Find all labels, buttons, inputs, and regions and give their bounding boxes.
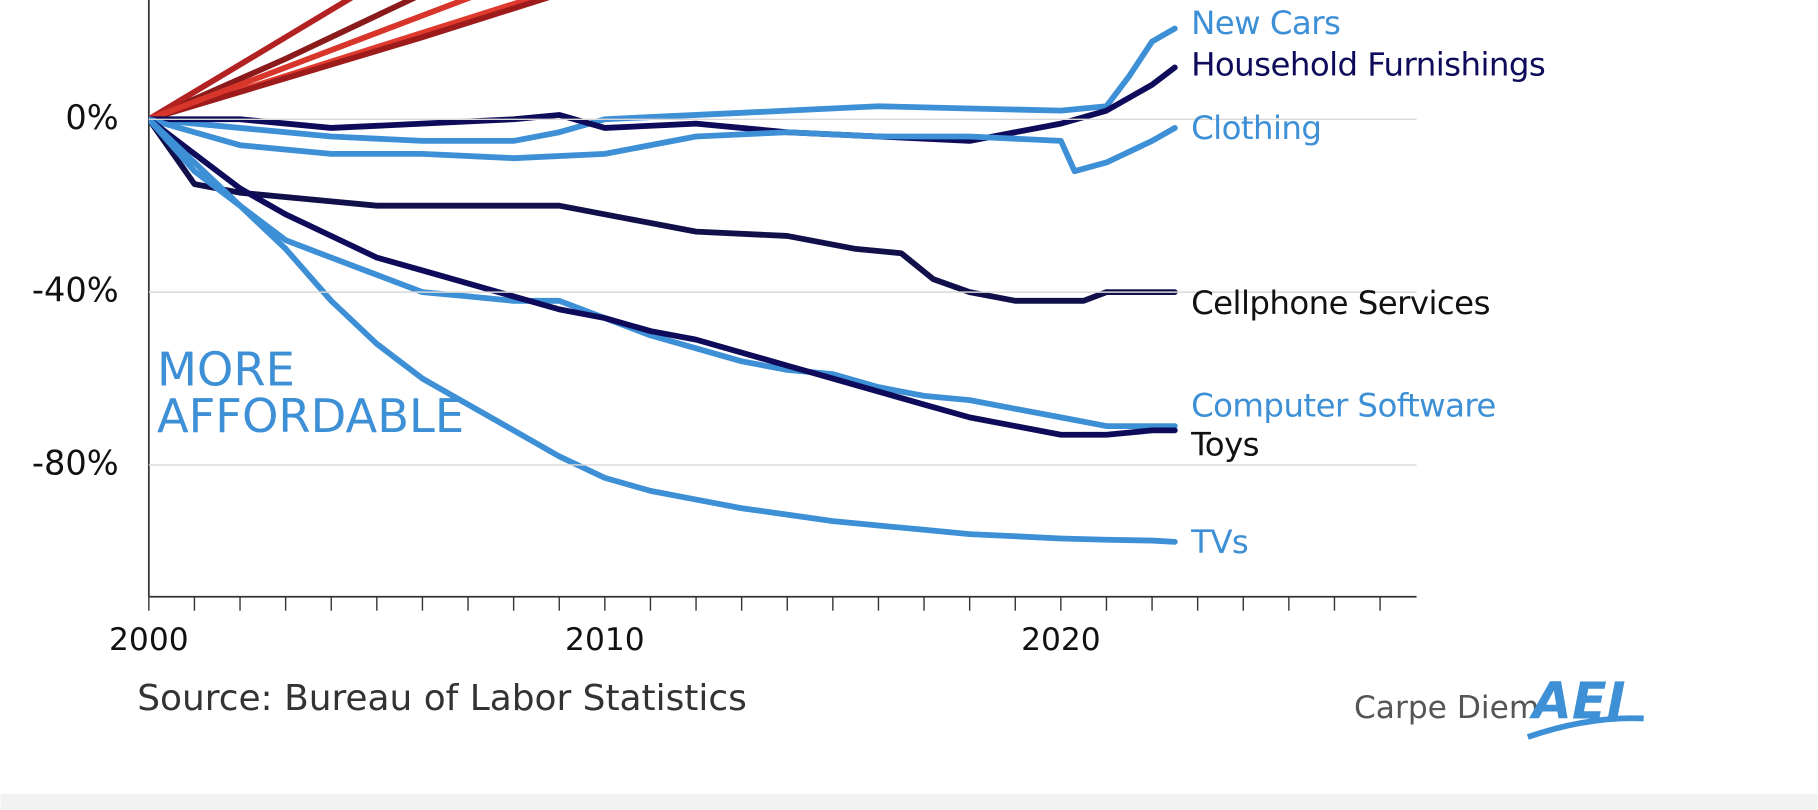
series-line bbox=[148, 116, 1178, 304]
y-tick-label: 0% bbox=[65, 98, 118, 137]
series-line bbox=[148, 0, 417, 123]
x-tick-label: 2000 bbox=[109, 622, 189, 658]
brand: Carpe Diem bbox=[1354, 690, 1539, 726]
series-line bbox=[148, 116, 1178, 429]
annotation: AFFORDABLE bbox=[157, 389, 464, 443]
series-line bbox=[148, 64, 1178, 144]
logo-swoosh bbox=[1526, 715, 1644, 740]
series-line bbox=[148, 0, 550, 123]
series-label: Toys bbox=[1190, 426, 1259, 464]
x-tick-label: 2020 bbox=[1021, 622, 1101, 658]
series-line bbox=[148, 0, 354, 123]
y-tick-label: -40% bbox=[32, 271, 119, 310]
series-line bbox=[148, 116, 1178, 175]
series-line bbox=[148, 116, 1178, 438]
series-label: Computer Software bbox=[1191, 387, 1496, 425]
series-line bbox=[148, 0, 472, 123]
series-label: Clothing bbox=[1191, 109, 1321, 147]
series-label: Household Furnishings bbox=[1191, 45, 1545, 83]
series-line bbox=[148, 25, 1178, 144]
series-label: New Cars bbox=[1191, 4, 1340, 42]
x-tick-label: 2010 bbox=[565, 622, 645, 658]
series-label: Cellphone Services bbox=[1191, 284, 1490, 322]
source: Source: Bureau of Labor Statistics bbox=[137, 678, 747, 719]
annotation: MORE bbox=[157, 343, 295, 397]
lines bbox=[148, 0, 1178, 545]
bottom-strip bbox=[0, 793, 1818, 810]
y-tick-label: -80% bbox=[32, 443, 119, 482]
series-label: TVs bbox=[1190, 523, 1248, 561]
